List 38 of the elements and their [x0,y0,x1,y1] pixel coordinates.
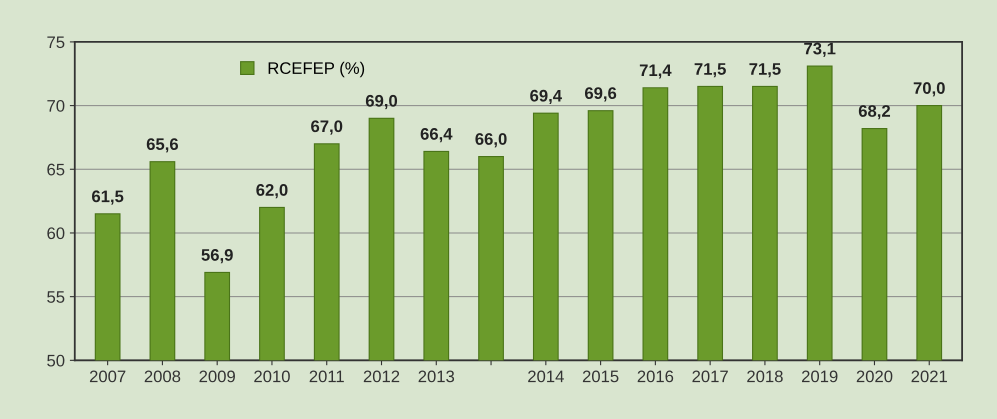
x-tick-label: 2014 [528,370,564,382]
text: 61,5 [92,190,124,205]
x-tick-label: 2015 [582,370,618,382]
y-tick-label: 55 [47,291,64,303]
text: 66,0 [475,133,507,148]
x-tick-label: 2012 [364,370,400,382]
text: 65,6 [146,138,178,152]
text: 71,5 [694,63,726,78]
y-tick-label: 75 [47,36,64,48]
y-tick-label: 65 [47,164,64,176]
x-tick-label: 2018 [747,370,783,382]
x-tick-label: 2007 [90,370,126,382]
text: 70,0 [914,82,945,96]
x-tick-label: 2009 [199,370,235,382]
text: 69,4 [530,90,562,104]
text: 71,5 [749,63,781,78]
text: 68,2 [858,105,890,120]
x-tick-label: 2013 [418,370,454,382]
text: 69,6 [584,87,616,102]
y-tick-label: 60 [47,227,64,240]
x-tick-label: 2021 [912,370,947,382]
y-tick-label: 50 [47,354,64,367]
text: 67,0 [311,120,342,135]
text: 69,0 [366,94,398,110]
x-tick-label: 2008 [144,370,180,382]
text: 62,0 [256,184,288,198]
text: 56,9 [201,249,233,264]
text: 66,4 [420,128,452,142]
x-tick-label: 2011 [310,370,344,382]
x-tick-label: 2017 [692,370,728,382]
x-tick-label: 2016 [638,370,674,382]
text: 71,4 [640,64,672,79]
x-tick-label: 2010 [254,370,290,382]
text: 73,1 [804,42,836,57]
x-tick-label: 2019 [802,370,838,382]
y-tick-label: 70 [47,100,64,112]
x-tick-label: 2020 [856,370,892,382]
legend-label: RCEFEP (%) [268,62,364,78]
